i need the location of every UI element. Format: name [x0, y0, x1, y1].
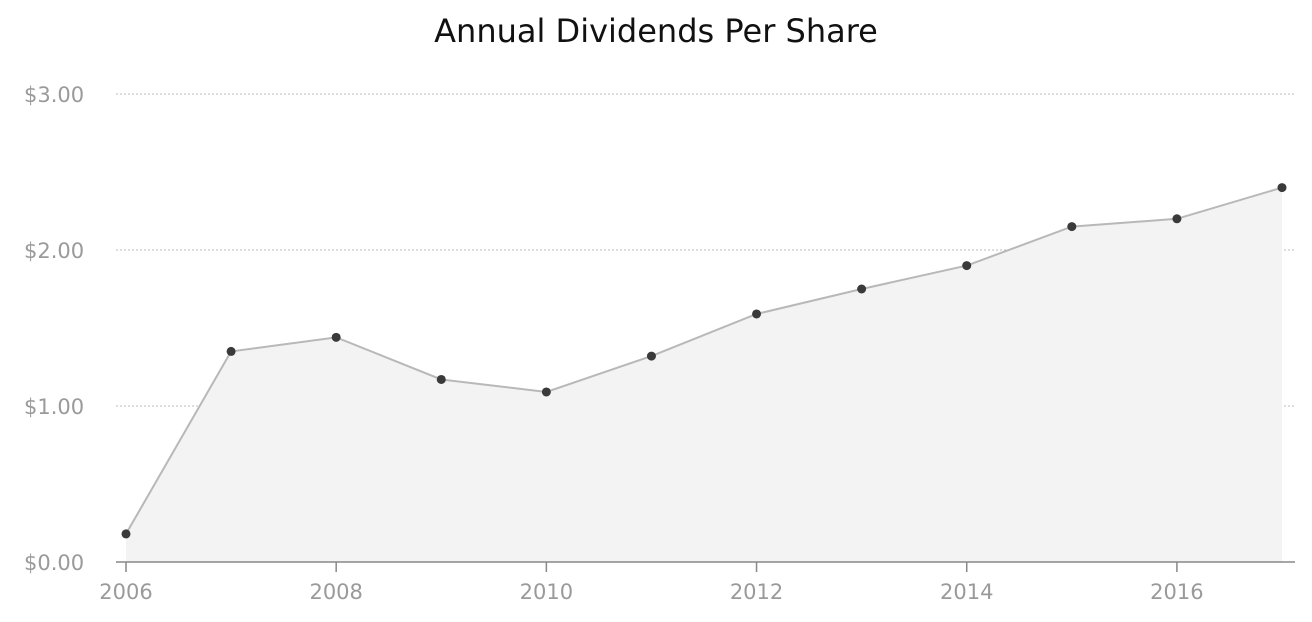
- data-point-2007[interactable]: [226, 346, 236, 356]
- data-point-2009[interactable]: [436, 374, 446, 384]
- y-tick-label: $0.00: [24, 551, 84, 575]
- x-tick-label: 2008: [309, 580, 362, 604]
- y-tick-label: $2.00: [24, 239, 84, 263]
- data-points: [121, 183, 1287, 539]
- data-point-2015[interactable]: [1067, 222, 1077, 232]
- area-fill: [126, 187, 1282, 562]
- series-line: [125, 186, 1283, 535]
- y-tick-label: $3.00: [24, 83, 84, 107]
- data-point-2012[interactable]: [752, 309, 762, 319]
- chart-title: Annual Dividends Per Share: [434, 12, 878, 50]
- data-point-2016[interactable]: [1172, 214, 1182, 224]
- y-axis-labels: $0.00 $1.00 $2.00 $3.00: [24, 83, 84, 575]
- data-point-2006[interactable]: [121, 529, 131, 539]
- x-tick-label: 2006: [99, 580, 152, 604]
- data-point-2010[interactable]: [541, 387, 551, 397]
- data-point-2017[interactable]: [1277, 183, 1287, 193]
- y-tick-label: $1.00: [24, 395, 84, 419]
- x-tick-label: 2010: [520, 580, 573, 604]
- data-point-2013[interactable]: [857, 284, 867, 294]
- x-tick-label: 2016: [1150, 580, 1203, 604]
- data-point-2008[interactable]: [331, 332, 341, 342]
- data-point-2011[interactable]: [646, 351, 656, 361]
- x-tick-label: 2014: [940, 580, 993, 604]
- x-tick-label: 2012: [730, 580, 783, 604]
- data-point-2014[interactable]: [962, 261, 972, 271]
- x-axis-ticks: 2006 2008 2010 2012 2014 2016: [99, 562, 1204, 604]
